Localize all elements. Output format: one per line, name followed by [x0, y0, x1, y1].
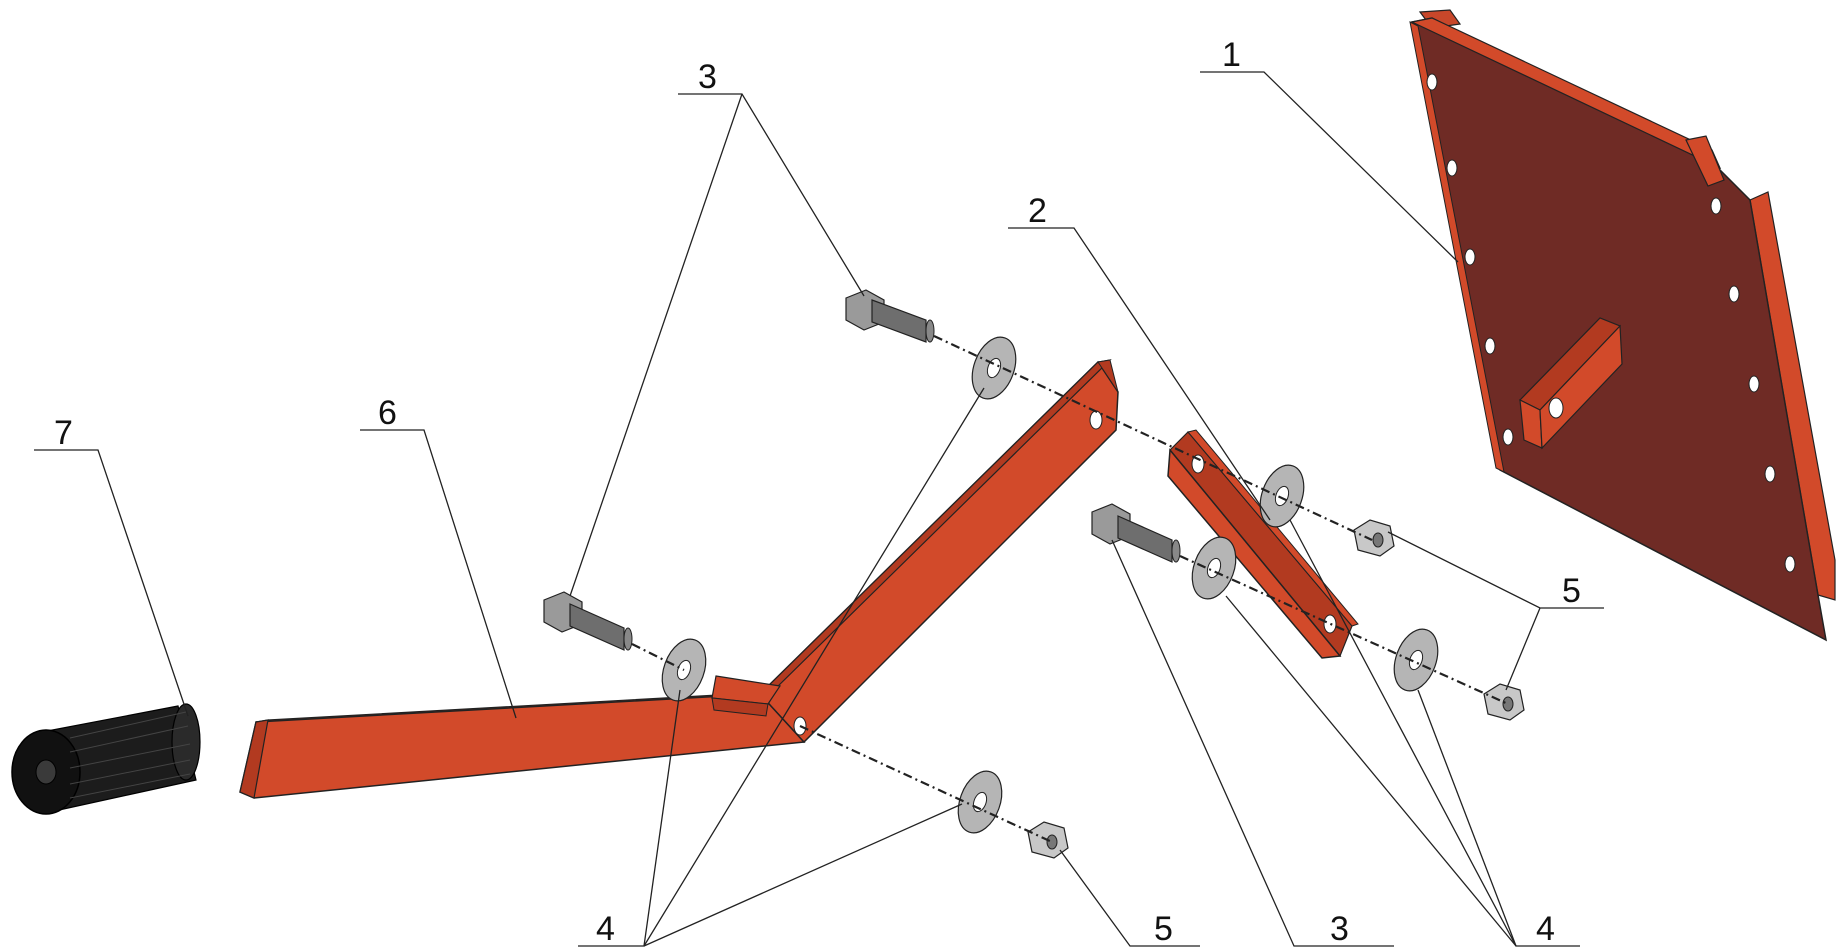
callout-5-right: 5	[1562, 572, 1581, 610]
washer	[1191, 536, 1237, 600]
rubber-grip	[11, 703, 201, 815]
washer	[971, 336, 1017, 400]
callout-3-top: 3	[698, 58, 717, 96]
callout-3-bottom: 3	[1330, 910, 1349, 948]
washer	[1393, 628, 1439, 692]
callout-1: 1	[1222, 36, 1241, 74]
callout-4-left: 4	[596, 910, 615, 948]
callout-labels: 1 2 3 3 4 4 5 5 6 7	[54, 36, 1581, 948]
bent-arm	[239, 359, 1119, 799]
hex-bolt	[543, 591, 633, 651]
callout-5-bottom: 5	[1154, 910, 1173, 948]
callout-4-right: 4	[1536, 910, 1555, 948]
lock-nut	[1353, 519, 1395, 557]
washer	[957, 770, 1003, 834]
callout-7: 7	[54, 414, 73, 452]
leader-lines	[34, 71, 1604, 947]
callout-6: 6	[378, 394, 397, 432]
assembly-axes	[631, 335, 1509, 843]
mounting-plate	[1409, 9, 1836, 642]
hex-bolt	[845, 289, 935, 343]
callout-2: 2	[1028, 192, 1047, 230]
link-bar	[1167, 429, 1359, 659]
hex-bolt	[1091, 503, 1181, 563]
